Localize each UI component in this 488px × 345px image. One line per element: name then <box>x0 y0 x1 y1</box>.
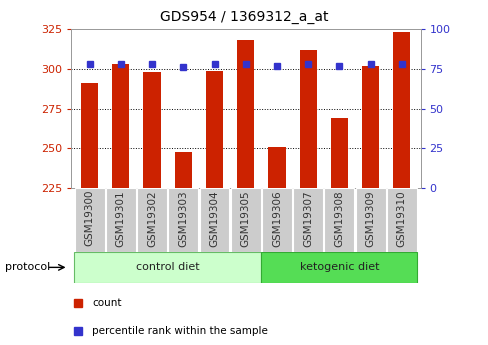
Bar <box>230 188 260 252</box>
Text: ketogenic diet: ketogenic diet <box>299 263 378 272</box>
Bar <box>205 71 223 188</box>
Text: GSM19304: GSM19304 <box>209 190 219 247</box>
Bar <box>330 118 347 188</box>
Text: GSM19303: GSM19303 <box>178 190 188 247</box>
Bar <box>299 50 316 188</box>
Bar <box>105 188 136 252</box>
Bar <box>112 64 129 188</box>
Bar <box>392 32 409 188</box>
Text: GSM19300: GSM19300 <box>84 190 95 246</box>
Bar <box>361 66 378 188</box>
Bar <box>324 188 354 252</box>
Bar <box>81 83 98 188</box>
Bar <box>355 188 385 252</box>
Bar <box>74 252 260 283</box>
Text: control diet: control diet <box>135 263 199 272</box>
Text: GSM19307: GSM19307 <box>303 190 312 247</box>
Text: GDS954 / 1369312_a_at: GDS954 / 1369312_a_at <box>160 10 328 24</box>
Text: protocol: protocol <box>5 263 50 272</box>
Bar <box>168 188 198 252</box>
Bar <box>386 188 416 252</box>
Text: GSM19305: GSM19305 <box>240 190 250 247</box>
Bar <box>237 40 254 188</box>
Bar <box>143 72 161 188</box>
Bar <box>199 188 229 252</box>
Text: count: count <box>92 298 121 308</box>
Bar <box>174 151 191 188</box>
Text: GSM19302: GSM19302 <box>147 190 157 247</box>
Bar <box>261 252 417 283</box>
Text: GSM19306: GSM19306 <box>271 190 282 247</box>
Text: GSM19310: GSM19310 <box>396 190 406 247</box>
Bar <box>268 147 285 188</box>
Bar <box>75 188 104 252</box>
Bar <box>137 188 167 252</box>
Bar <box>262 188 291 252</box>
Bar <box>293 188 323 252</box>
Text: percentile rank within the sample: percentile rank within the sample <box>92 326 267 336</box>
Text: GSM19301: GSM19301 <box>116 190 125 247</box>
Text: GSM19309: GSM19309 <box>365 190 375 247</box>
Text: GSM19308: GSM19308 <box>334 190 344 247</box>
